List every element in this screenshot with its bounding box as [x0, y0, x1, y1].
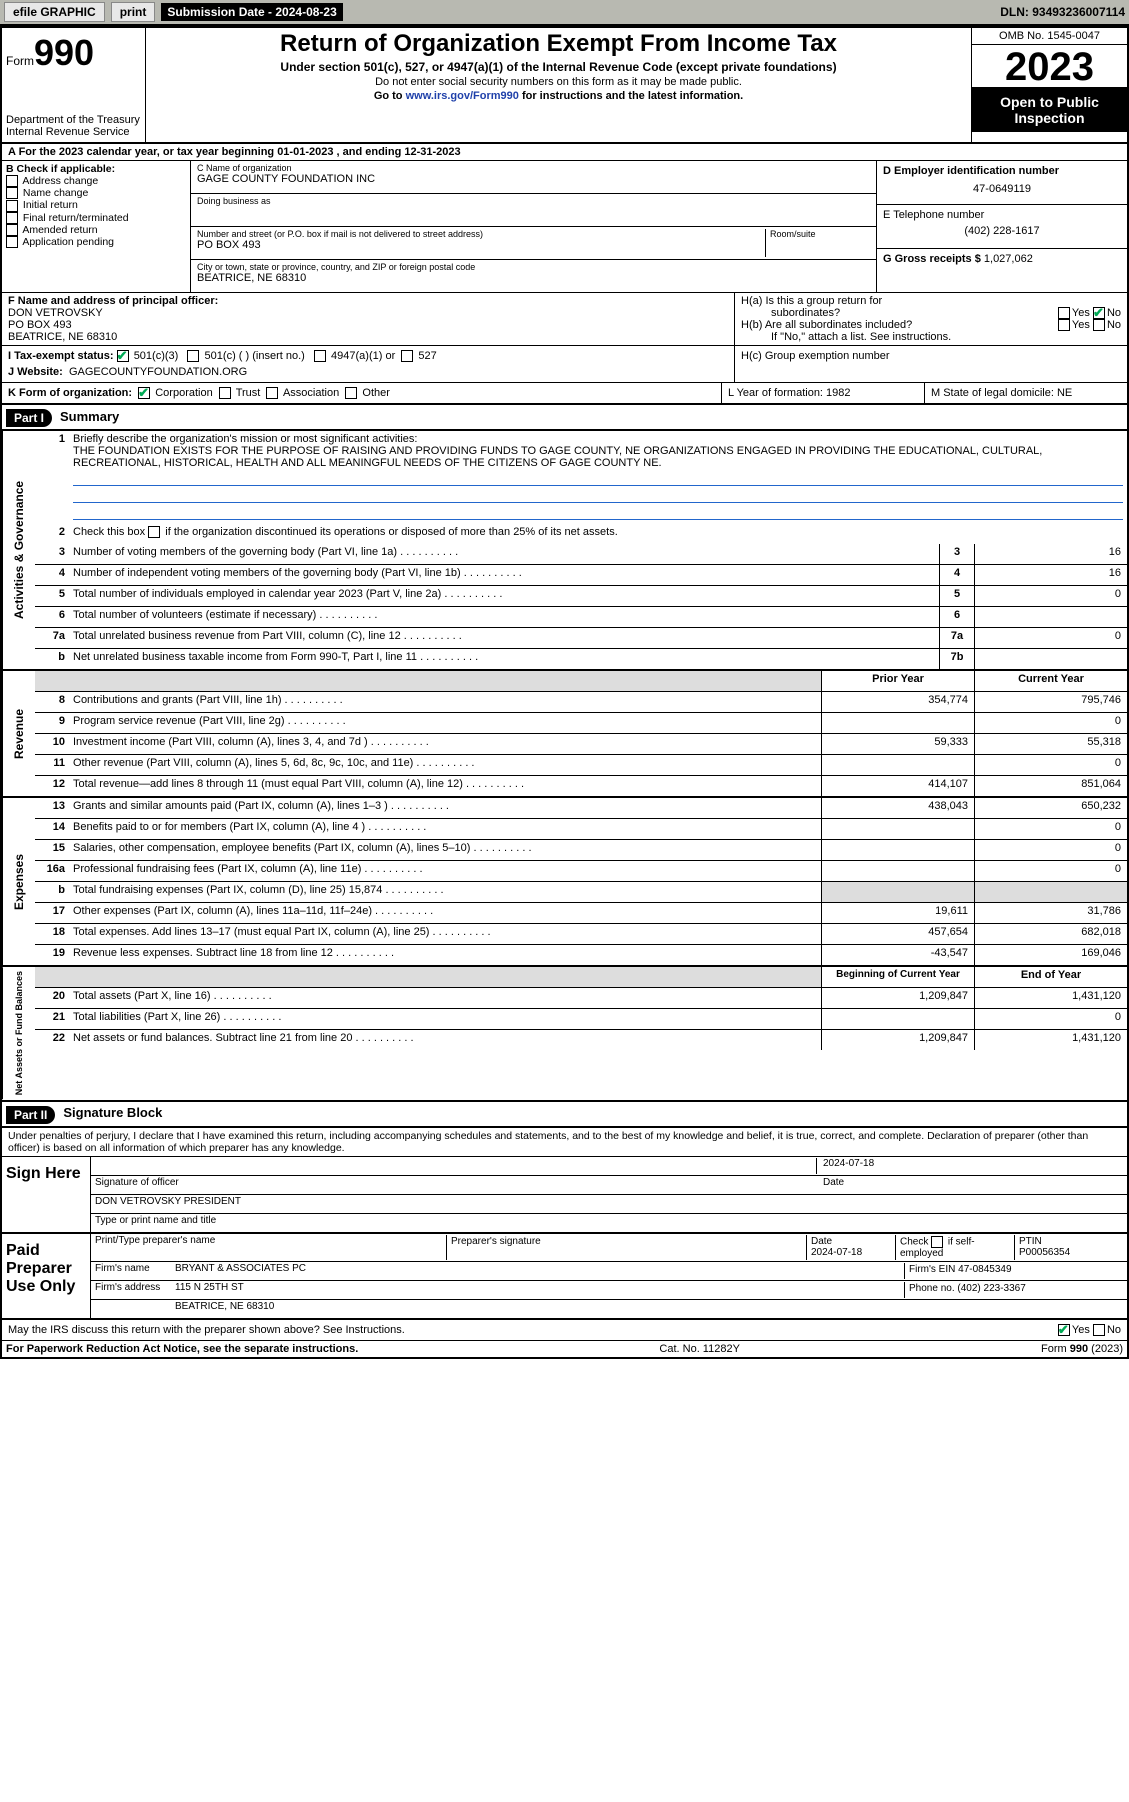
- firm-phone: (402) 223-3367: [957, 1283, 1025, 1294]
- discuss-text: May the IRS discuss this return with the…: [8, 1324, 1058, 1336]
- state-domicile: M State of legal domicile: NE: [924, 383, 1127, 403]
- subtitle2: Do not enter social security numbers on …: [156, 76, 961, 88]
- officer-sig-name: DON VETROVSKY PRESIDENT: [95, 1196, 241, 1212]
- ein: 47-0649119: [883, 183, 1121, 195]
- dln: DLN: 93493236007114: [1000, 5, 1125, 19]
- omb-number: OMB No. 1545-0047: [972, 28, 1127, 45]
- part2-title: Signature Block: [63, 1105, 162, 1120]
- vlabel-netassets: Net Assets or Fund Balances: [2, 967, 35, 1099]
- line-a: A For the 2023 calendar year, or tax yea…: [2, 144, 1127, 161]
- org-name: GAGE COUNTY FOUNDATION INC: [197, 173, 870, 185]
- form-title: Return of Organization Exempt From Incom…: [156, 30, 961, 58]
- telephone: (402) 228-1617: [883, 225, 1121, 237]
- open-inspection: Open to Public Inspection: [972, 88, 1127, 132]
- website: GAGECOUNTYFOUNDATION.ORG: [69, 366, 247, 378]
- section-b: B Check if applicable: Address change Na…: [2, 161, 191, 292]
- efile-button[interactable]: efile GRAPHIC: [4, 2, 105, 22]
- print-button[interactable]: print: [111, 2, 156, 22]
- tax-year: 2023: [972, 45, 1127, 88]
- gross-receipts: 1,027,062: [984, 253, 1033, 265]
- irs-link[interactable]: www.irs.gov/Form990: [406, 90, 519, 102]
- irs-label: Internal Revenue Service: [6, 126, 141, 138]
- section-deg: D Employer identification number 47-0649…: [876, 161, 1127, 292]
- sign-here-label: Sign Here: [2, 1157, 90, 1232]
- firm-name: BRYANT & ASSOCIATES PC: [175, 1263, 904, 1279]
- subtitle1: Under section 501(c), 527, or 4947(a)(1)…: [156, 60, 961, 74]
- officer-name: DON VETROVSKY: [8, 307, 728, 319]
- footer-center: Cat. No. 11282Y: [659, 1343, 740, 1355]
- footer-left: For Paperwork Reduction Act Notice, see …: [6, 1343, 358, 1355]
- submission-date: Submission Date - 2024-08-23: [161, 3, 342, 21]
- ptin: P00056354: [1019, 1247, 1070, 1258]
- part1-bar: Part I: [6, 409, 52, 427]
- paid-preparer-label: Paid Preparer Use Only: [2, 1234, 90, 1318]
- form-number: Form990: [6, 32, 141, 74]
- vlabel-expenses: Expenses: [2, 798, 35, 965]
- firm-addr: 115 N 25TH ST: [175, 1282, 904, 1298]
- goto-link: Go to www.irs.gov/Form990 for instructio…: [156, 90, 961, 102]
- firm-ein: 47-0845349: [958, 1264, 1011, 1275]
- mission-text: THE FOUNDATION EXISTS FOR THE PURPOSE OF…: [73, 445, 1042, 469]
- street: PO BOX 493: [197, 239, 765, 251]
- penalties-text: Under penalties of perjury, I declare th…: [2, 1128, 1127, 1156]
- part1-title: Summary: [60, 409, 119, 424]
- part2-bar: Part II: [6, 1106, 55, 1124]
- section-c: C Name of organization GAGE COUNTY FOUND…: [191, 161, 876, 292]
- dept-treasury: Department of the Treasury: [6, 114, 141, 126]
- vlabel-revenue: Revenue: [2, 671, 35, 796]
- footer-right: Form 990 (2023): [1041, 1343, 1123, 1355]
- topbar: efile GRAPHIC print Submission Date - 20…: [0, 0, 1129, 26]
- year-formation: L Year of formation: 1982: [721, 383, 924, 403]
- vlabel-governance: Activities & Governance: [2, 431, 35, 669]
- city: BEATRICE, NE 68310: [197, 272, 870, 284]
- form-page: Form990 Department of the Treasury Inter…: [0, 26, 1129, 1359]
